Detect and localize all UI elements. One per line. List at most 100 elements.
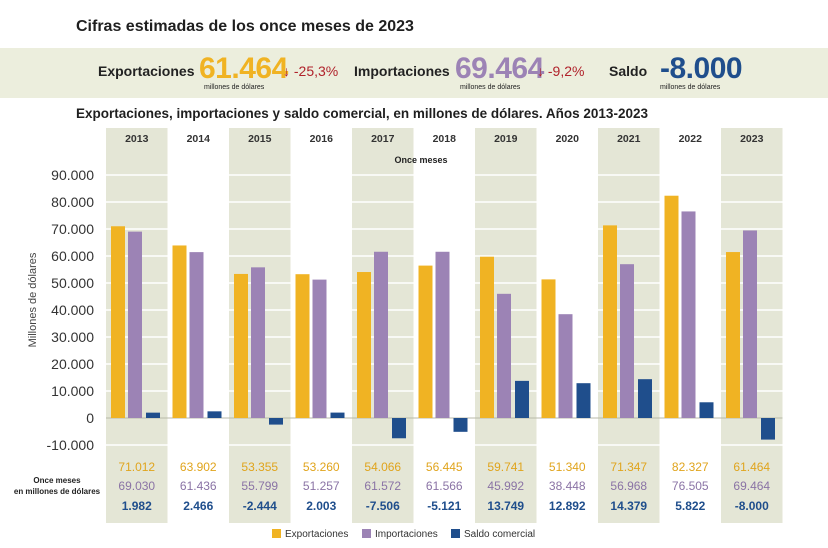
chart-title: Exportaciones, importaciones y saldo com… [76,106,648,121]
data-label-saldo-comercial-2022: 5.822 [675,499,705,513]
table-label-line1: Once meses [33,476,81,485]
year-label-2015: 2015 [248,133,272,145]
bar-saldo-comercial-2018 [453,418,468,432]
data-label-exportaciones-2023: 61.464 [733,460,770,474]
bar-saldo-comercial-2015 [269,418,283,425]
y-tick-label: 50.000 [51,275,94,291]
bar-importaciones-2021 [620,264,634,418]
legend-swatch-saldo-comercial [451,529,460,538]
y-tick-label: 80.000 [51,194,94,210]
bar-saldo-comercial-2023 [761,418,775,440]
bar-saldo-comercial-2022 [699,402,714,418]
bar-saldo-comercial-2016 [330,412,345,418]
year-label-2018: 2018 [433,133,457,145]
data-label-exportaciones-2013: 71.012 [118,460,155,474]
bar-importaciones-2019 [497,293,511,418]
year-label-2019: 2019 [494,133,518,145]
data-label-saldo-comercial-2019: 13.749 [487,499,524,513]
data-label-exportaciones-2017: 54.066 [364,460,401,474]
y-tick-label: -10.000 [47,437,95,453]
bar-saldo-comercial-2013 [146,412,160,418]
imports-value: 69.464 [455,52,544,85]
bar-exportaciones-2023 [726,252,740,418]
data-label-importaciones-2015: 55.799 [241,479,278,493]
bar-importaciones-2016 [312,279,327,418]
bar-saldo-comercial-2020 [576,383,591,418]
y-tick-label: 20.000 [51,356,94,372]
data-label-exportaciones-2018: 56.445 [426,460,463,474]
summary-bar: Exportaciones 61.464 ↓ -25,3% millones d… [0,48,828,98]
year-label-2016: 2016 [310,133,334,145]
bar-importaciones-2018 [435,251,450,418]
data-label-importaciones-2017: 61.572 [364,479,401,493]
bar-exportaciones-2013 [111,226,125,418]
table-label-line2: en millones de dólares [14,487,101,496]
imports-label: Importaciones [354,63,450,79]
data-label-importaciones-2023: 69.464 [733,479,770,493]
bar-exportaciones-2021 [603,225,617,418]
chart-subtitle: Once meses [394,155,447,165]
data-label-importaciones-2021: 56.968 [610,479,647,493]
y-tick-label: 0 [86,410,94,426]
bar-exportaciones-2017 [357,272,371,418]
data-label-saldo-comercial-2014: 2.466 [183,499,213,513]
data-label-exportaciones-2014: 63.902 [180,460,217,474]
balance-label: Saldo [609,63,648,79]
bar-importaciones-2017 [374,251,388,418]
bar-exportaciones-2019 [480,256,494,418]
bar-importaciones-2020 [558,314,573,418]
balance-unit: millones de dólares [660,84,721,91]
data-label-importaciones-2013: 69.030 [118,479,155,493]
legend-label-importaciones: Importaciones [375,529,438,540]
bar-exportaciones-2016 [295,274,310,418]
data-label-saldo-comercial-2017: -7.506 [366,499,400,513]
year-label-2017: 2017 [371,133,395,145]
y-tick-label: 70.000 [51,221,94,237]
y-tick-label: 30.000 [51,329,94,345]
legend-label-saldo-comercial: Saldo comercial [464,529,535,540]
data-label-exportaciones-2021: 71.347 [610,460,647,474]
bar-importaciones-2023 [743,230,757,418]
data-label-importaciones-2016: 51.257 [303,479,340,493]
balance-value: -8.000 [660,52,743,85]
data-label-importaciones-2018: 61.566 [426,479,463,493]
data-label-saldo-comercial-2023: -8.000 [735,499,769,513]
main-title: Cifras estimadas de los once meses de 20… [76,18,414,35]
year-label-2021: 2021 [617,133,641,145]
year-label-2013: 2013 [125,133,149,145]
data-label-exportaciones-2019: 59.741 [487,460,524,474]
data-label-exportaciones-2015: 53.355 [241,460,278,474]
y-tick-label: 60.000 [51,248,94,264]
year-label-2020: 2020 [556,133,580,145]
exports-change: ↓ -25,3% [283,63,339,79]
data-label-exportaciones-2020: 51.340 [549,460,586,474]
bar-exportaciones-2022 [664,195,679,418]
bar-importaciones-2015 [251,267,265,418]
trade-bar-chart: 2013 2014 2015 2016 2017 2018 2019 2020 2021 2022… [14,128,783,540]
year-label-2023: 2023 [740,133,764,145]
data-label-importaciones-2014: 61.436 [180,479,217,493]
data-label-importaciones-2020: 38.448 [549,479,586,493]
year-label-2022: 2022 [679,133,703,145]
data-label-importaciones-2022: 76.505 [672,479,709,493]
imports-unit: millones de dólares [460,84,521,91]
exports-unit: millones de dólares [204,84,265,91]
legend-swatch-importaciones [362,529,371,538]
bar-importaciones-2022 [681,211,696,418]
data-label-saldo-comercial-2016: 2.003 [306,499,336,513]
y-tick-label: 40.000 [51,302,94,318]
y-axis-label: Millones de dólares [27,252,39,347]
imports-change: ↓ -9,2% [537,63,585,79]
year-label-2014: 2014 [187,133,211,145]
bar-exportaciones-2014 [172,245,187,418]
bar-importaciones-2013 [128,231,142,418]
exports-label: Exportaciones [98,63,195,79]
bar-exportaciones-2018 [418,265,433,418]
data-label-saldo-comercial-2021: 14.379 [610,499,647,513]
data-label-saldo-comercial-2020: 12.892 [549,499,586,513]
bar-saldo-comercial-2014 [207,411,222,418]
y-tick-label: 10.000 [51,383,94,399]
legend-label-exportaciones: Exportaciones [285,529,348,540]
bar-importaciones-2014 [189,252,204,418]
legend-swatch-exportaciones [272,529,281,538]
